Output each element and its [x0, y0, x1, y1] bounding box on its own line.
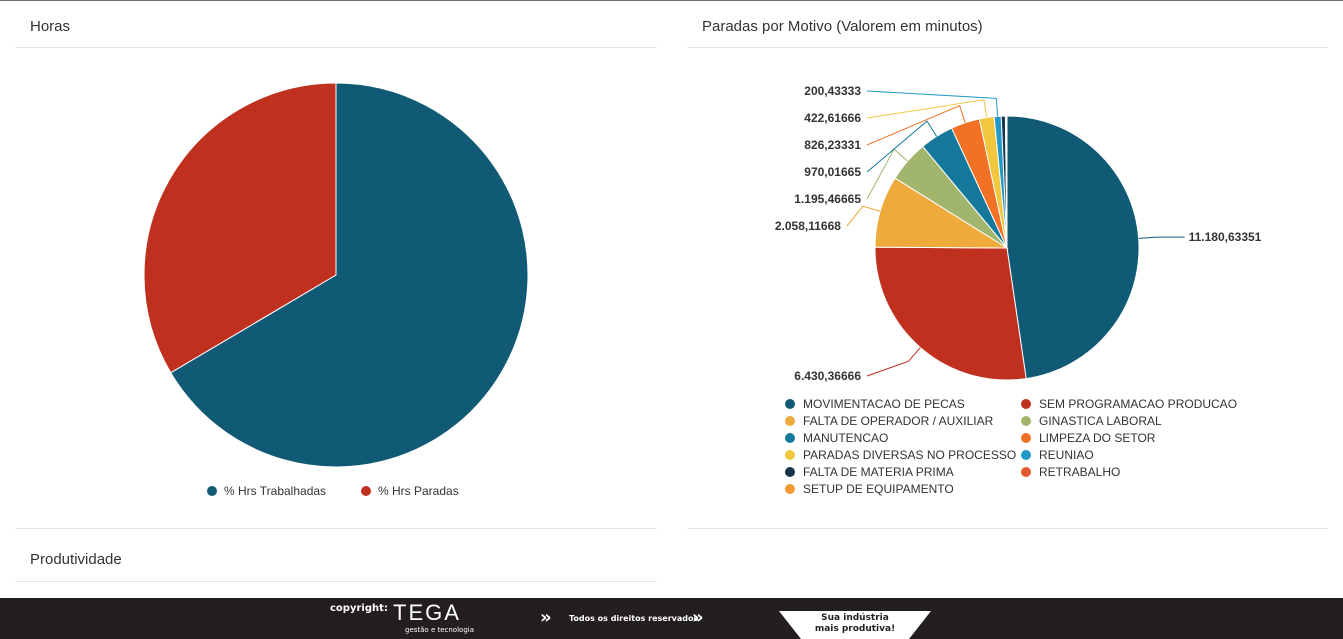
legend-label-paradas-diversas-no-processo: PARADAS DIVERSAS NO PROCESSO [803, 448, 1016, 462]
hours-panel-title: Horas [30, 18, 71, 35]
legend-marker-paradas-diversas-no-processo [785, 450, 795, 460]
legend-label-movimentacao-de-pecas: MOVIMENTACAO DE PECAS [803, 397, 965, 411]
leader-line-movimentacao-de-pecas [1138, 236, 1185, 239]
legend-marker-manutencao [785, 433, 795, 443]
stops-panel-title: Paradas por Motivo (Valorem em minutos) [702, 18, 983, 35]
legend-marker-falta-de-materia-prima [785, 467, 795, 477]
pie-slice-setup-de-equipamento [1005, 115, 1008, 249]
legend-marker-ginastica-laboral [1021, 416, 1031, 426]
data-label-manutencao: 970,01665 [804, 165, 861, 179]
hours-panel-bottom-divider [15, 528, 657, 529]
legend-label-manutencao: MANUTENCAO [803, 431, 888, 445]
leader-line-falta-de-operador-auxiliar [846, 205, 881, 227]
legend-label-setup-de-equipamento: SETUP DE EQUIPAMENTO [803, 482, 954, 496]
legend-label-hrs-paradas: % Hrs Paradas [378, 484, 459, 498]
copyright-label: copyright: [330, 603, 388, 614]
data-label-ginastica-laboral: 1.195,46665 [794, 192, 861, 206]
stops-title-divider [687, 47, 1328, 48]
tagline-banner [779, 611, 931, 639]
tagline-text: Sua indústria mais produtiva! [779, 613, 931, 635]
legend-marker-hrs-paradas [361, 486, 371, 496]
data-label-paradas-diversas-no-processo: 422,61666 [804, 111, 861, 125]
leader-line-sem-programacao-producao [866, 347, 921, 377]
rights-text: Todos os direitos reservados [569, 614, 699, 623]
legend-label-reuniao: REUNIAO [1039, 448, 1094, 462]
data-label-movimentacao-de-pecas: 11.180,63351 [1189, 230, 1262, 244]
legend-label-ginastica-laboral: GINASTICA LABORAL [1039, 414, 1162, 428]
legend-marker-falta-de-operador-auxiliar [785, 416, 795, 426]
legend-label-falta-de-operador-auxiliar: FALTA DE OPERADOR / AUXILIAR [803, 414, 994, 428]
tega-logo: TEGA [393, 600, 461, 625]
legend-label-falta-de-materia-prima: FALTA DE MATERIA PRIMA [803, 465, 954, 479]
legend-marker-sem-programacao-producao [1021, 399, 1031, 409]
tega-logo-subtitle: gestão e tecnologia [405, 626, 474, 634]
data-label-falta-de-operador-auxiliar: 2.058,11668 [775, 219, 841, 233]
hours-title-divider [15, 47, 657, 48]
leader-line-reuniao [866, 90, 999, 117]
productivity-title-divider [15, 581, 657, 582]
legend-marker-hrs-trabalhadas [207, 486, 217, 496]
legend-label-sem-programacao-producao: SEM PROGRAMACAO PRODUCAO [1039, 397, 1237, 411]
legend-marker-retrabalho [1021, 467, 1031, 477]
legend-marker-setup-de-equipamento [785, 484, 795, 494]
data-label-limpeza-do-setor: 826,23331 [804, 138, 861, 152]
leader-line-manutencao [866, 120, 938, 173]
data-label-sem-programacao-producao: 6.430,36666 [794, 369, 861, 383]
legend-label-retrabalho: RETRABALHO [1039, 465, 1120, 479]
leader-line-paradas-diversas-no-processo [866, 99, 988, 119]
pie-slice-hrs-trabalhadas [170, 82, 529, 468]
charts-canvas: % Hrs Trabalhadas % Hrs Paradas 11.180,633… [143, 82, 1262, 498]
chevron-right-icon: » [692, 607, 704, 628]
chevron-right-icon: » [540, 607, 552, 628]
top-border [0, 0, 1343, 1]
legend-marker-reuniao [1021, 450, 1031, 460]
legend-marker-limpeza-do-setor [1021, 433, 1031, 443]
productivity-panel-title: Produtividade [30, 551, 122, 568]
legend-marker-movimentacao-de-pecas [785, 399, 795, 409]
legend-label-hrs-trabalhadas: % Hrs Trabalhadas [224, 484, 326, 498]
pie-slice-movimentacao-de-pecas [1006, 115, 1140, 380]
tagline-line-2: mais produtiva! [814, 624, 896, 634]
tagline-line-1: Sua indústria [821, 613, 889, 623]
pie-slice-sem-programacao-producao [874, 246, 1027, 381]
legend-label-limpeza-do-setor: LIMPEZA DO SETOR [1039, 431, 1156, 445]
leader-line-limpeza-do-setor [866, 105, 966, 146]
pie-slice-hrs-paradas [143, 82, 337, 374]
data-label-reuniao: 200,43333 [804, 84, 861, 98]
stops-panel-bottom-divider [687, 528, 1328, 529]
footer: copyright: TEGA gestão e tecnologia » To… [0, 598, 1343, 639]
